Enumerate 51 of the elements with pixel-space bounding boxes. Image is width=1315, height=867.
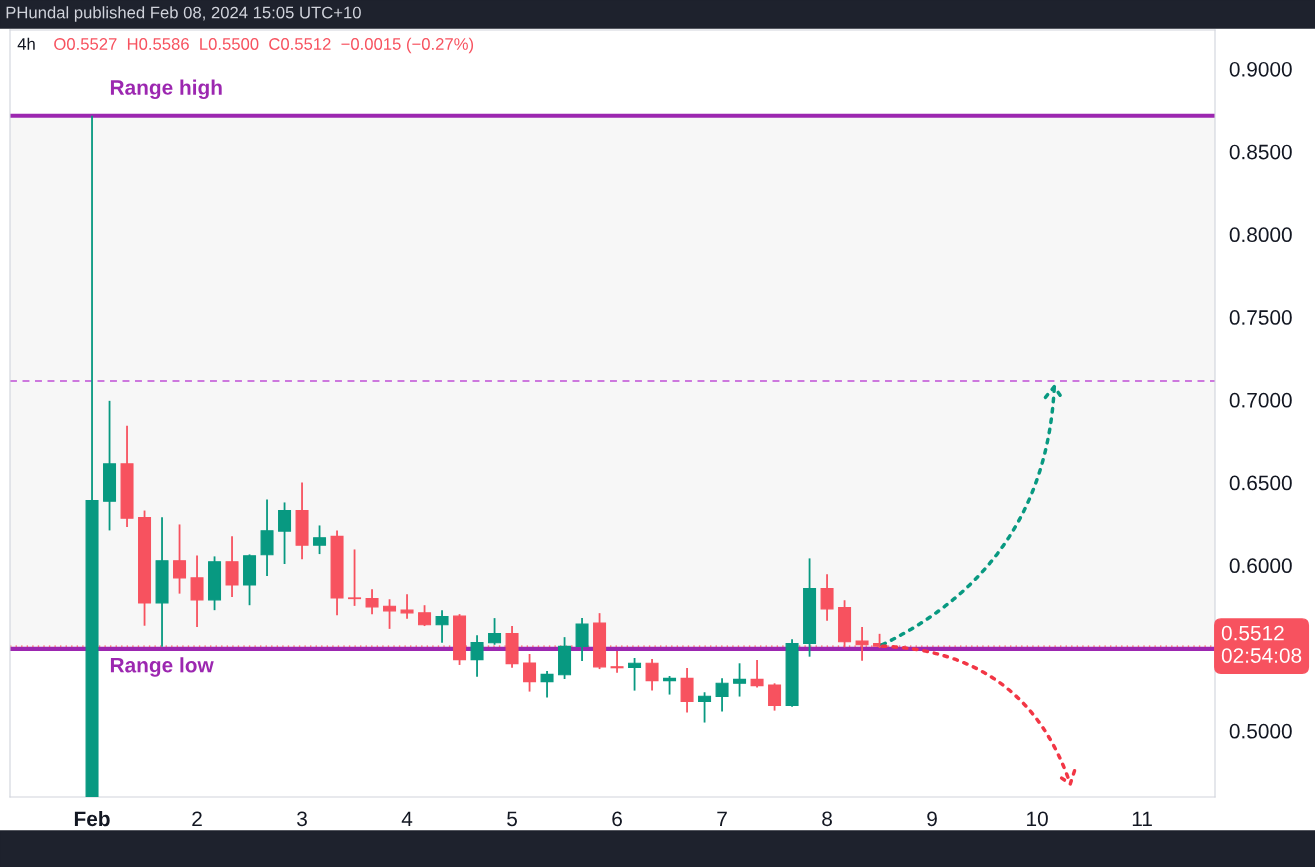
y-tick-label: 0.6500: [1229, 475, 1292, 491]
candlestick: [610, 650, 624, 674]
candlestick: [523, 653, 537, 693]
candlestick: [628, 657, 642, 692]
candlestick: [435, 609, 449, 644]
candlestick: [190, 554, 204, 628]
candlestick: [733, 662, 747, 698]
candlestick: [768, 682, 782, 712]
candlestick: [698, 691, 712, 724]
candlestick: [715, 677, 729, 713]
x-tick-label: 5: [507, 811, 517, 827]
candlestick: [365, 588, 379, 616]
candlestick: [750, 659, 764, 689]
candlestick: [820, 573, 834, 622]
candlestick: [540, 670, 554, 699]
x-tick-label: Feb: [74, 810, 110, 827]
candlestick: [173, 523, 187, 595]
x-tick-label: 10: [1027, 811, 1048, 827]
candlestick: [260, 498, 274, 577]
candlestick: [575, 617, 589, 662]
candlestick: [663, 675, 677, 696]
x-tick-label: 6: [612, 811, 622, 827]
candlestick: [470, 634, 484, 678]
candlestick: [278, 501, 292, 565]
y-tick-label: 0.6000: [1229, 558, 1292, 574]
candlestick: [680, 667, 694, 714]
chart-subtitle: O0.5527 H0.5586 L0.5500 C0.5512 −0.0015 (−0.27%): [54, 37, 474, 54]
candlestick: [645, 658, 659, 692]
x-tick-label: 4: [401, 811, 413, 826]
candlestick: [348, 548, 362, 607]
x-tick-label: 3: [297, 811, 307, 827]
candlestick: [225, 535, 239, 598]
candlestick: [313, 524, 327, 555]
y-tick-label: 0.8500: [1229, 144, 1292, 160]
y-tick-label: 0.5000: [1229, 723, 1292, 739]
candlestick: [418, 604, 432, 627]
y-tick-label: 0.9000: [1229, 61, 1292, 77]
text: PHundal published Feb 08, 2024 15:05 UTC+10: [6, 6, 361, 22]
ref-line-label: Range high: [110, 79, 222, 100]
candlestick: [488, 617, 502, 646]
x-tick-label: 8: [822, 811, 832, 827]
y-tick-label: 0.7000: [1229, 392, 1292, 408]
ref-line-label: Range low: [110, 657, 214, 677]
x-tick-label: 7: [717, 811, 727, 826]
x-tick-label: 11: [1132, 811, 1152, 826]
chart-title: 4h: [17, 37, 35, 50]
y-tick-label: 0.8000: [1229, 227, 1292, 243]
ref-line-label: 0.5512 02:54:08: [1221, 625, 1302, 663]
x-tick-label: 9: [927, 811, 937, 827]
y-tick-label: 0.7500: [1229, 310, 1292, 325]
x-tick-label: 2: [192, 811, 202, 826]
